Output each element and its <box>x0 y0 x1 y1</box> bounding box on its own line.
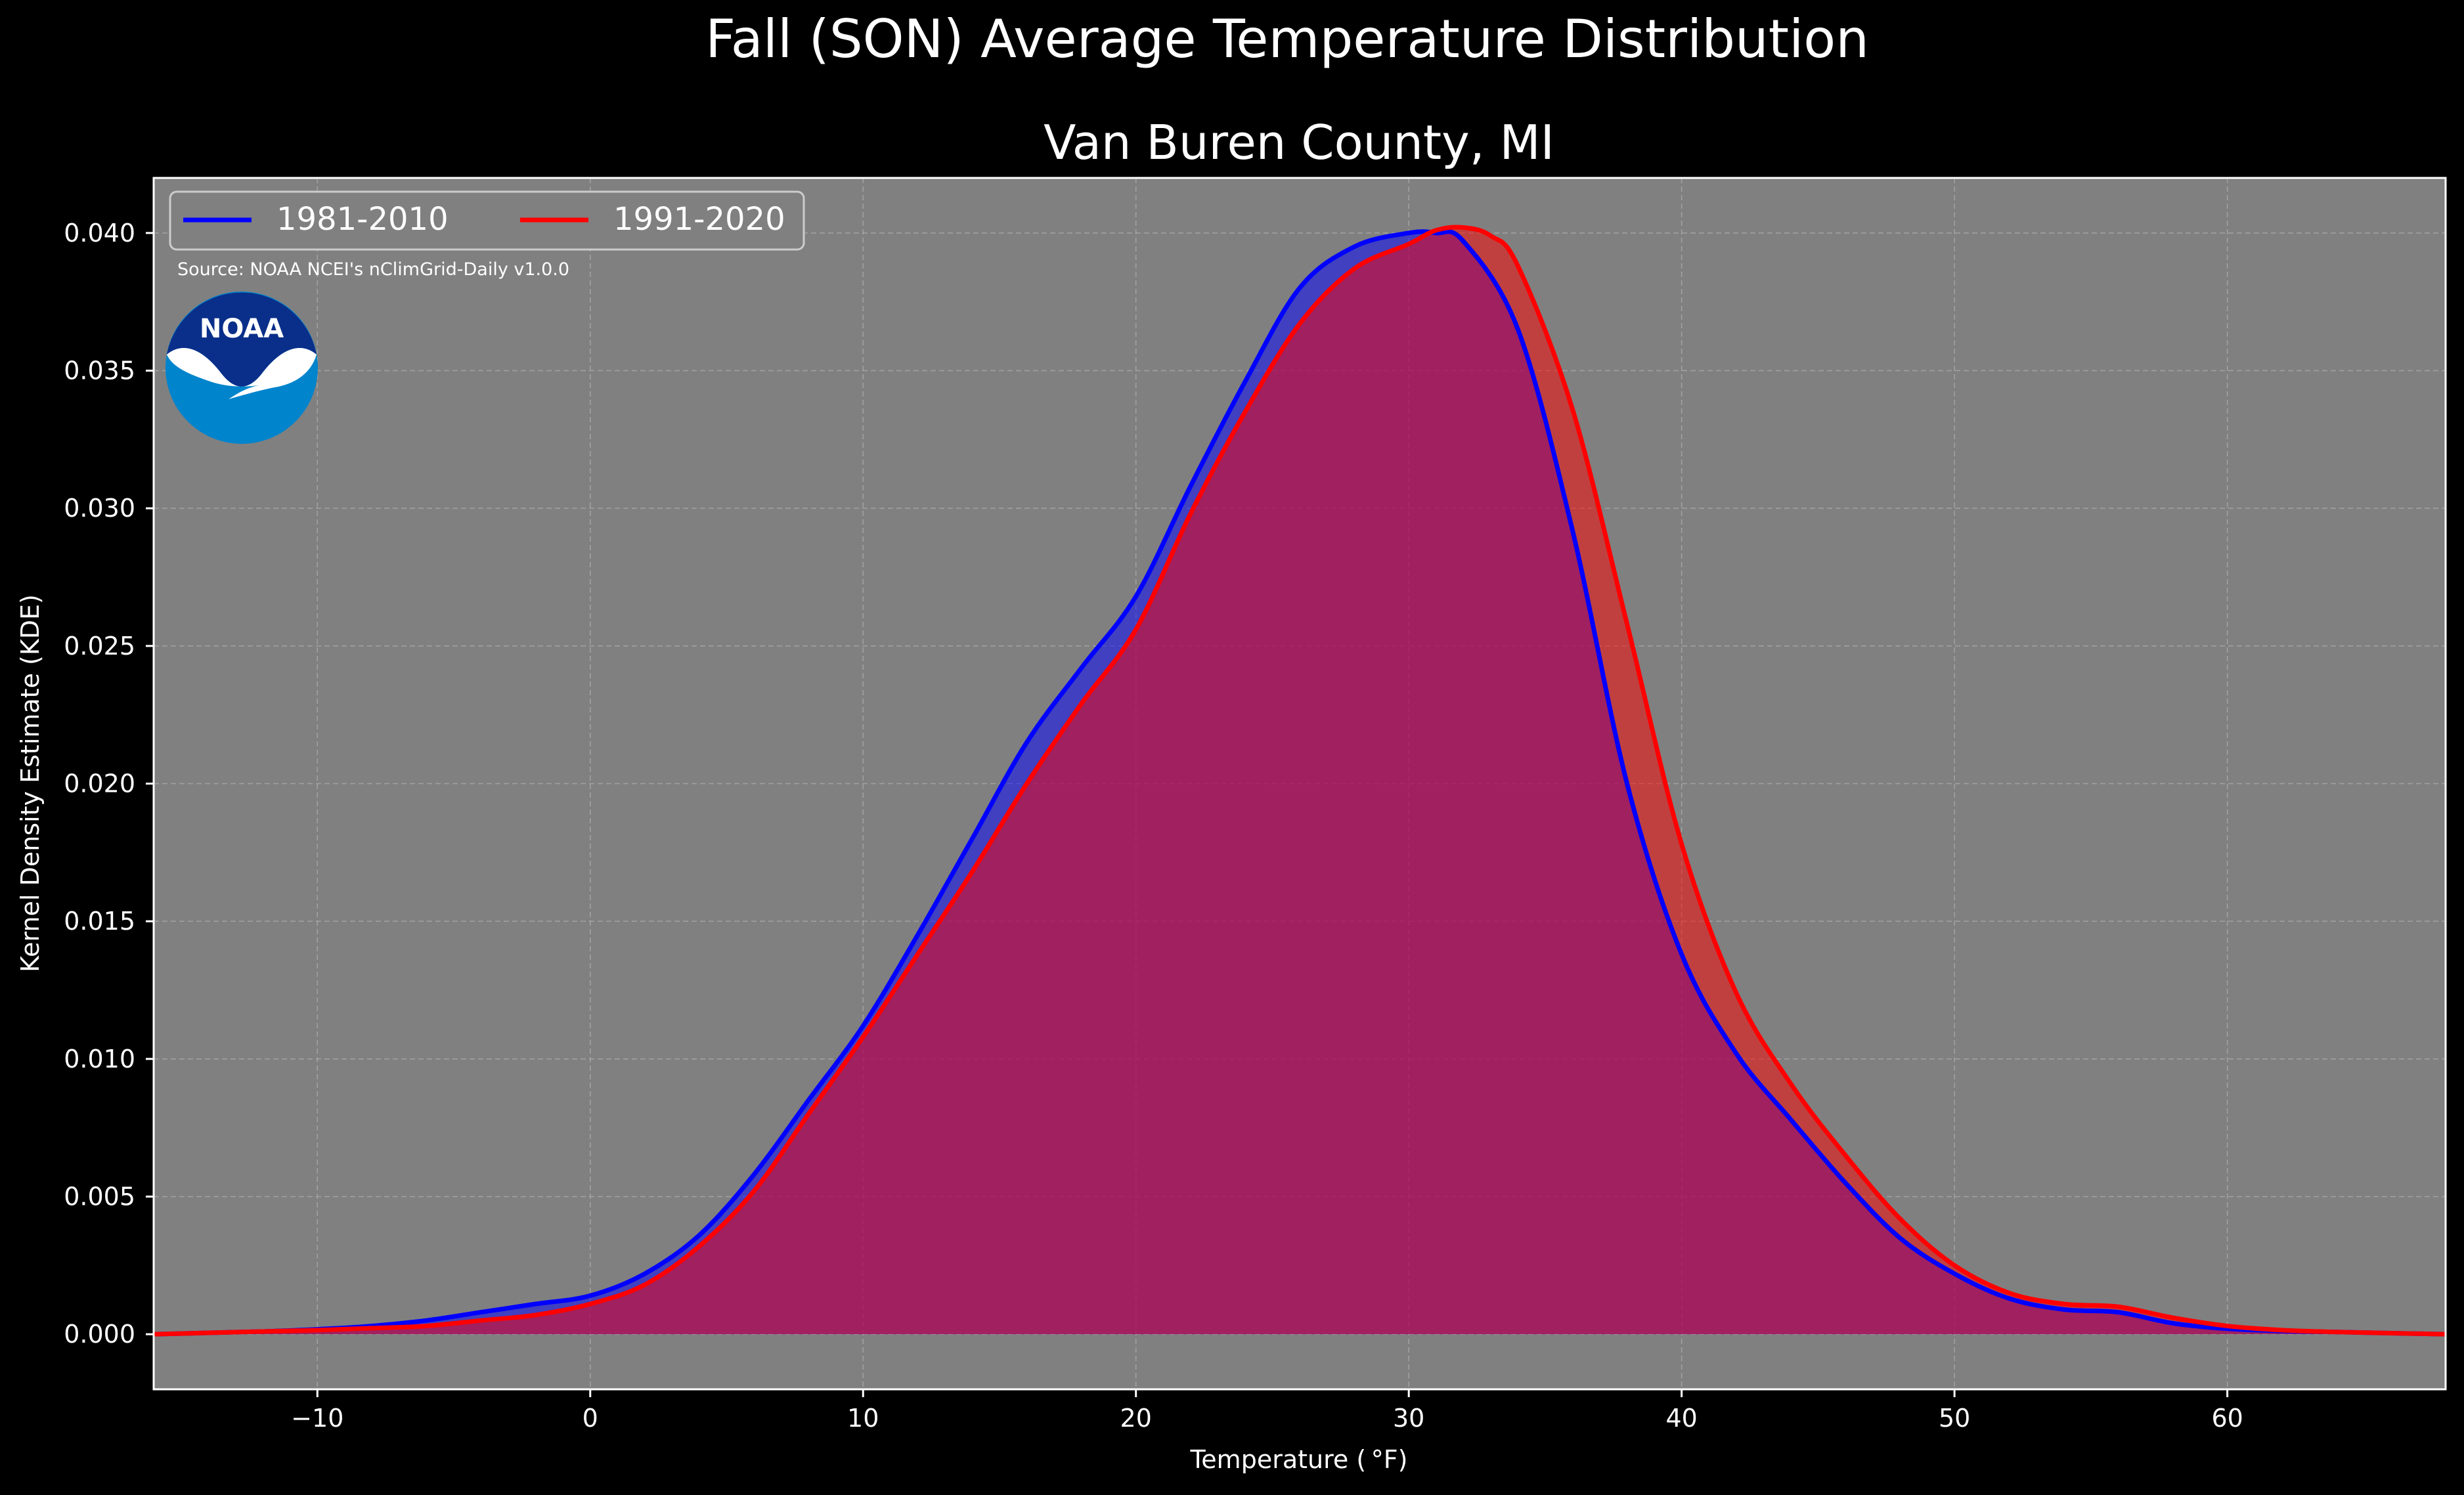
y-tick-label-0-03: 0.030 <box>64 494 135 523</box>
x-tick-label-50: 50 <box>1939 1404 1970 1433</box>
chart-title: Fall (SON) Average Temperature Distribut… <box>705 9 1869 70</box>
series-line-1981-2010 <box>153 229 2446 1337</box>
x-tick-label-10: 10 <box>847 1404 879 1433</box>
x-tick-label-40: 40 <box>1665 1404 1697 1433</box>
y-tick-label-0-015: 0.015 <box>64 907 135 936</box>
y-tick-label-0-025: 0.025 <box>64 632 135 661</box>
y-axis-ticks: 0.000 0.005 0.010 0.015 0.020 0.025 0.030 0.035… <box>64 219 154 1349</box>
source-annotation: Source: NOAA NCEI's nClimGrid-Daily v1.0… <box>177 259 569 280</box>
legend-label-1991-2020: 1991-2020 <box>613 201 785 238</box>
x-tick-label-30: 30 <box>1393 1404 1424 1433</box>
series-line-1991-2020 <box>153 225 2446 1337</box>
series-fill-1991-2020 <box>154 227 2446 1335</box>
noaa-logo-text: NOAA <box>200 314 284 344</box>
y-tick-label-0: 0.000 <box>64 1320 135 1349</box>
noaa-logo-upper <box>167 292 317 387</box>
y-tick-label-0-005: 0.005 <box>64 1182 135 1211</box>
x-tick-label-0: 0 <box>583 1404 598 1433</box>
legend-box <box>169 190 805 251</box>
x-axis-label: Temperature ( °F) <box>1190 1445 1408 1474</box>
y-tick-label-0-01: 0.010 <box>64 1045 135 1073</box>
x-tick-label-10: −10 <box>291 1404 343 1433</box>
legend: 1981-2010 1991-2020 <box>169 190 805 251</box>
x-tick-label-20: 20 <box>1120 1404 1152 1433</box>
y-tick-label-0-02: 0.020 <box>64 769 135 798</box>
x-tick-label-60: 60 <box>2211 1404 2243 1433</box>
series-fills <box>154 227 2446 1335</box>
x-axis-ticks: −10 0 10 20 30 40 50 60 <box>291 1389 2243 1433</box>
chart-subtitle: Van Buren County, MI <box>1044 115 1554 170</box>
legend-label-1981-2010: 1981-2010 <box>276 201 449 238</box>
y-axis-label: Kernel Density Estimate (KDE) <box>16 594 45 972</box>
noaa-logo: NOAA <box>165 292 318 444</box>
y-tick-label-0-04: 0.040 <box>64 219 135 248</box>
y-tick-label-0-035: 0.035 <box>64 357 135 385</box>
noaa-logo-wing <box>167 348 317 399</box>
series-lines <box>153 225 2446 1337</box>
